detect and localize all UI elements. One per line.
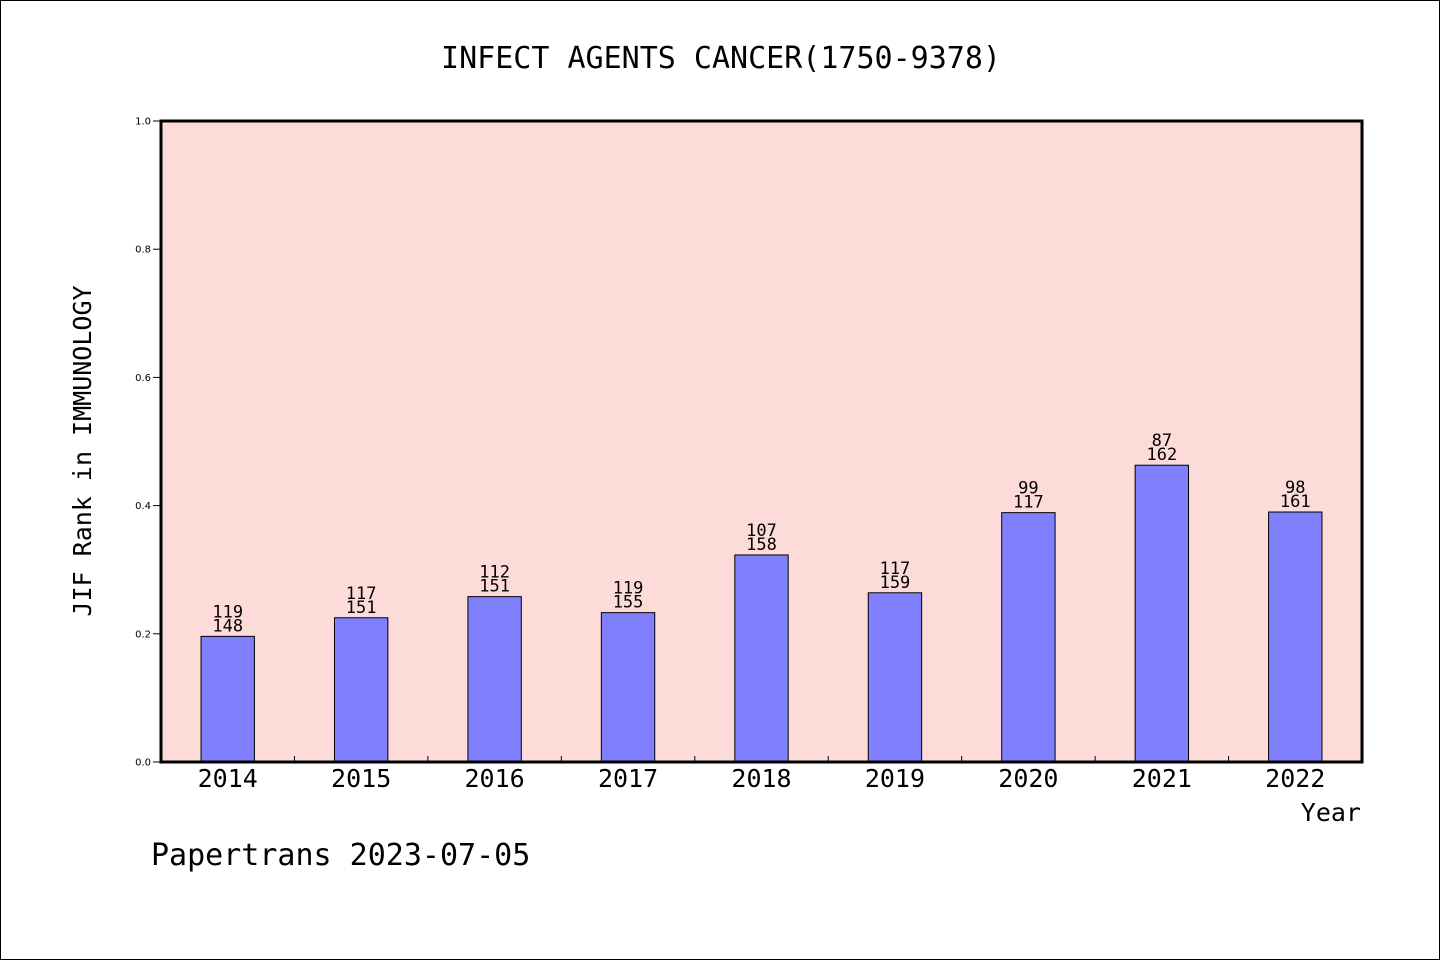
x-tick-label: 2022: [1265, 764, 1325, 793]
data-label-rank: 98: [1285, 478, 1305, 498]
bar-2017: [600, 612, 656, 763]
x-axis-label: Year: [1301, 798, 1361, 827]
data-label-rank: 119: [212, 602, 243, 622]
y-tick-label: 0.6: [135, 373, 151, 384]
data-label-rank: 107: [746, 521, 777, 541]
data-label-total: 161: [1280, 492, 1311, 512]
data-label-total: 158: [746, 535, 777, 555]
y-tick-label: 0.0: [135, 758, 151, 769]
data-label-rank: 119: [613, 579, 644, 599]
x-tick-label: 2016: [465, 764, 525, 793]
y-tick-label: 0.8: [135, 245, 151, 256]
bar-series: [200, 464, 1323, 763]
data-label-rank: 112: [479, 563, 510, 583]
footer-text: Papertrans 2023-07-05: [151, 838, 530, 873]
x-tick-label: 2021: [1132, 764, 1192, 793]
plot-border: [159, 119, 1364, 764]
y-tick-label: 1.0: [135, 117, 151, 128]
y-axis-label: JIF Rank in IMMUNOLOGY: [68, 285, 97, 616]
bar-2015: [333, 617, 389, 763]
bar-2020: [1001, 512, 1056, 763]
x-tick-label: 2014: [198, 764, 258, 793]
x-tick-label: 2020: [998, 764, 1058, 793]
bar-2016: [467, 596, 522, 763]
data-label-total: 155: [613, 593, 644, 613]
data-label-total: 159: [880, 573, 911, 593]
bar-2019: [867, 592, 923, 763]
data-label-rank: 117: [346, 584, 377, 604]
x-tick-label: 2017: [598, 764, 658, 793]
data-label-total: 148: [212, 616, 243, 636]
data-label-rank: 117: [880, 559, 911, 579]
data-label-total: 151: [479, 577, 510, 597]
x-tick-label: 2019: [865, 764, 925, 793]
data-label-total: 162: [1146, 445, 1177, 465]
bar-2014: [200, 635, 255, 763]
x-tick-label: 2018: [731, 764, 791, 793]
x-tick-label: 2015: [331, 764, 391, 793]
chart-title: INFECT AGENTS CANCER(1750-9378): [441, 41, 1001, 76]
bar-2021: [1134, 464, 1190, 763]
data-label-rank: 87: [1152, 431, 1172, 451]
bar-2022: [1268, 511, 1323, 763]
y-axis-ticks: 0.0 0.2 0.4 0.6 0.8 1.0: [135, 117, 161, 769]
data-label-total: 117: [1013, 493, 1044, 513]
bar-2018: [734, 554, 789, 763]
x-axis-ticks: 2014 2015 2016 2017 2018 2019 2020 2021 2022: [198, 756, 1325, 793]
y-tick-label: 0.4: [135, 501, 151, 512]
data-label-rank: 99: [1018, 479, 1038, 499]
data-label-total: 151: [346, 598, 377, 618]
y-tick-label: 0.2: [135, 629, 151, 640]
